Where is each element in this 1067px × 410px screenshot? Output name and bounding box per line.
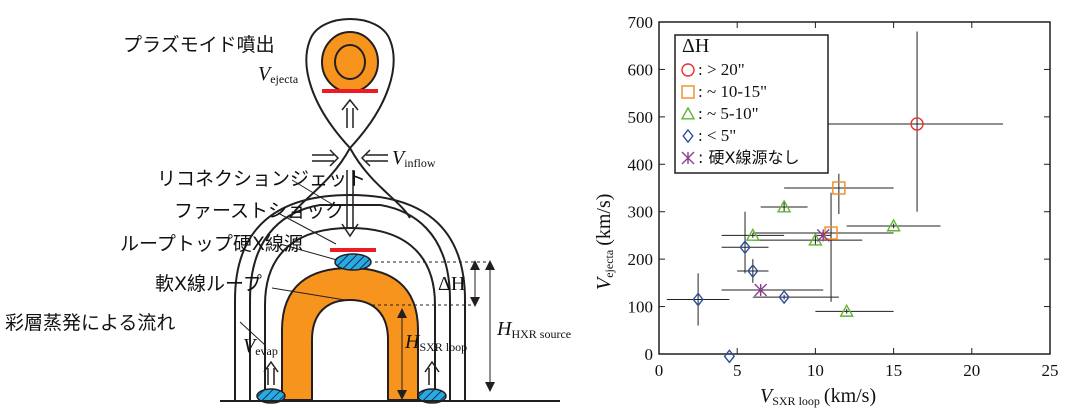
- plasmoid: [305, 18, 395, 150]
- x-axis-label: VSXR loop (km/s): [760, 385, 876, 408]
- error-bars: [666, 31, 1004, 326]
- x-tick-label: 5: [733, 361, 742, 380]
- y-tick-label: 400: [628, 155, 654, 174]
- data-point-gt20: [910, 117, 924, 131]
- y-tick-label: 0: [645, 345, 654, 364]
- sxr-loop: [281, 266, 419, 401]
- data-point-5to10: [745, 227, 761, 241]
- x-tick-label: 15: [885, 361, 902, 380]
- data-point-5to10: [776, 199, 792, 213]
- leader-lines: [239, 179, 346, 346]
- delta-h-symbol: ΔH: [438, 273, 465, 295]
- v-evap-symbol: Vevap: [243, 335, 278, 358]
- legend-label-nohxr: : 硬X線源なし: [698, 148, 799, 167]
- field-lines: [234, 147, 466, 400]
- legend-title: ΔH: [682, 35, 709, 57]
- v-ejecta-symbol: Vejecta: [258, 63, 299, 86]
- legend-label-10to15: : ~ 10-15": [698, 82, 767, 101]
- footpoint-sources: [256, 388, 447, 404]
- legend-label-5to10: : ~ 5-10": [698, 104, 759, 123]
- data-point-nohxr: [754, 283, 768, 297]
- data-point-nohxr: [816, 228, 830, 242]
- data-point-lt5: [692, 292, 704, 307]
- downward-jet-arrow: [341, 170, 359, 238]
- reconnection-jet-label: リコネクションジェット: [157, 168, 366, 190]
- x-tick-label: 20: [963, 361, 980, 380]
- data-markers: [692, 117, 924, 364]
- height-markers: [372, 260, 495, 400]
- legend-label-gt20: : > 20": [698, 60, 745, 79]
- h-sxr-loop-symbol: HSXR loop: [404, 331, 467, 354]
- y-axis-label: Vejecta(km/s): [593, 194, 616, 290]
- data-point-lt5: [778, 289, 790, 305]
- y-tick-label: 700: [628, 13, 654, 32]
- plasmoid-label: プラズモイド噴出: [123, 34, 275, 56]
- legend-label-lt5: : < 5": [698, 126, 736, 145]
- legend-marker-10to15: [681, 85, 695, 99]
- legend-marker-5to10: [680, 106, 696, 120]
- data-point-5to10: [839, 303, 854, 317]
- plot-frame: [658, 21, 1051, 355]
- data-point-10to15: [832, 181, 846, 195]
- y-tick-label: 500: [628, 108, 654, 127]
- data-point-lt5: [747, 263, 759, 279]
- data-point-lt5: [723, 349, 736, 364]
- evaporation-arrows: [263, 360, 440, 385]
- flare-schematic: プラズモイド噴出 リコネクションジェット ファーストショック ループトップ硬X線…: [5, 18, 571, 404]
- x-tick-label: 25: [1042, 361, 1059, 380]
- sxr-loop-label: 軟X線ループ: [155, 273, 262, 295]
- looptop-source: [330, 248, 376, 271]
- looptop-hxr-label: ループトップ硬X線源: [120, 233, 303, 255]
- v-inflow-symbol: Vinflow: [392, 147, 436, 170]
- y-tick-label: 200: [628, 250, 654, 269]
- upward-outflow-arrow: [341, 98, 359, 128]
- legend: ΔH : > 20" : ~ 10-15" : ~ 5-10" : < 5" : 硬X線…: [674, 34, 829, 174]
- x-axis-ticks: 0 5 10 15 20 25: [655, 22, 1059, 380]
- y-tick-label: 100: [628, 298, 654, 317]
- h-hxr-source-symbol: HHXR source: [496, 318, 571, 341]
- y-axis-ticks: 0 100 200 300 400 500 600 700: [628, 13, 1050, 364]
- legend-marker-lt5: [682, 128, 694, 144]
- chromospheric-evaporation-label: 彩層蒸発による流れ: [5, 312, 175, 334]
- data-point-lt5: [739, 240, 751, 255]
- inflow-arrows: [312, 149, 388, 167]
- data-point-5to10: [886, 218, 901, 232]
- y-tick-label: 300: [628, 203, 654, 222]
- x-tick-label: 0: [655, 361, 664, 380]
- x-tick-label: 10: [807, 361, 824, 380]
- scatter-chart: 0 100 200 300 400 500 600 700 0 5 10 15 20 25 ΔH : >…: [593, 13, 1059, 408]
- legend-marker-gt20: [681, 63, 695, 77]
- y-tick-label: 600: [628, 60, 654, 79]
- fast-shock-label: ファーストショック: [174, 200, 344, 222]
- legend-marker-nohxr: [681, 151, 695, 165]
